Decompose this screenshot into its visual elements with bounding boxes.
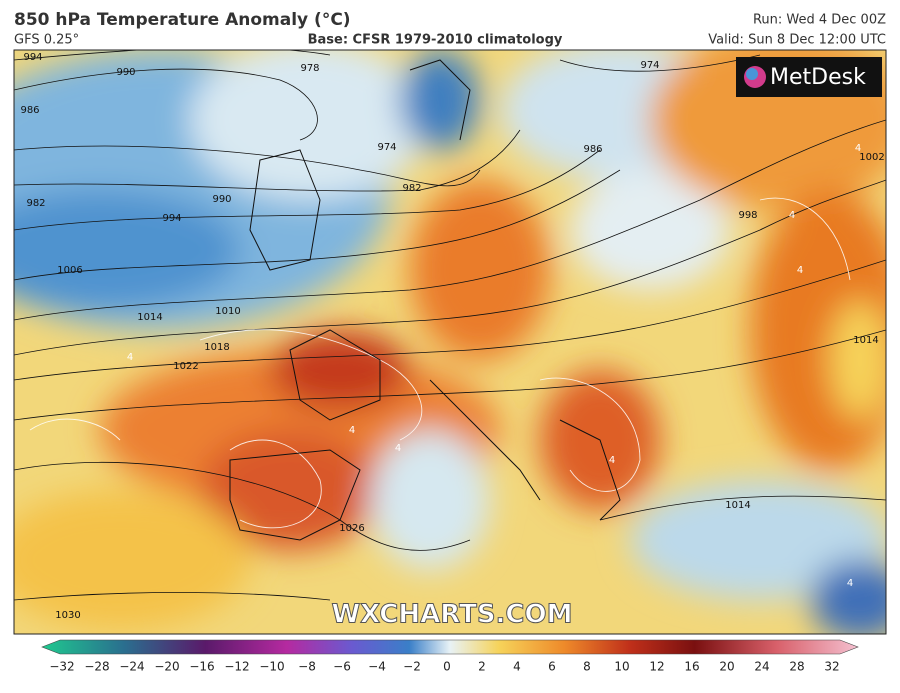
model: GFS 0.25° <box>14 33 79 48</box>
colorbar-tick-label: 4 <box>513 660 521 674</box>
anomaly-label: 4 <box>847 578 853 589</box>
colorbar-tick-label: −10 <box>259 660 284 674</box>
isobar-label: 1014 <box>853 335 878 346</box>
colorbar-tick-label: 10 <box>614 660 629 674</box>
isobar-label: 986 <box>20 105 39 116</box>
anomaly-label: 4 <box>855 143 861 154</box>
isobar-label: 1022 <box>173 361 198 372</box>
colorbar-tick-label: −20 <box>154 660 179 674</box>
logo: MetDesk <box>770 65 866 90</box>
isobar-label: 982 <box>26 198 45 209</box>
watermark: WXCHARTS.COM <box>331 600 572 630</box>
colorbar-tick-label: 12 <box>649 660 664 674</box>
isobar-label: 1014 <box>725 500 750 511</box>
anomaly-label: 4 <box>395 443 401 454</box>
isobar-label: 982 <box>402 183 421 194</box>
anomaly-label: 4 <box>127 352 133 363</box>
isobar-label: 974 <box>377 142 396 153</box>
isobar-label: 998 <box>738 210 757 221</box>
colorbar-tick-label: 28 <box>789 660 804 674</box>
colorbar-tick-label: 2 <box>478 660 486 674</box>
isobar-label: 994 <box>162 213 181 224</box>
colorbar-tick-label: −4 <box>368 660 386 674</box>
anomaly-label: 4 <box>349 425 355 436</box>
title: 850 hPa Temperature Anomaly (°C) <box>14 10 351 30</box>
isobar-label: 994 <box>23 52 42 63</box>
colorbar-tick-label: 16 <box>684 660 699 674</box>
colorbar-tick-label: −6 <box>333 660 351 674</box>
colorbar-tick-label: −8 <box>298 660 316 674</box>
run: Run: Wed 4 Dec 00Z <box>753 13 886 28</box>
colorbar-tick-label: 8 <box>583 660 591 674</box>
anomaly-label: 4 <box>789 210 795 221</box>
colorbar-tick-label: −2 <box>403 660 421 674</box>
isobar-label: 1010 <box>215 306 240 317</box>
isobar-label: 1026 <box>339 523 364 534</box>
isobar-label: 978 <box>300 63 319 74</box>
colorbar-tick-label: 6 <box>548 660 556 674</box>
isobar-label: 1014 <box>137 312 162 323</box>
isobar-label: 990 <box>212 194 231 205</box>
colorbar-tick-label: −12 <box>224 660 249 674</box>
colorbar-tick-label: −28 <box>84 660 109 674</box>
anomaly-label: 4 <box>609 455 615 466</box>
colorbar-tick-label: −16 <box>189 660 214 674</box>
map: MetDesk WXCHARTS.COM 994 990 978 986 974 982 9… <box>14 50 886 634</box>
colorbar-tick-label: 24 <box>754 660 769 674</box>
colorbar-tick-label: −32 <box>49 660 74 674</box>
isobar-label: 974 <box>640 60 659 71</box>
colorbar <box>41 639 859 655</box>
valid: Valid: Sun 8 Dec 12:00 UTC <box>708 33 886 48</box>
anomaly-label: 4 <box>797 265 803 276</box>
isobar-label: 1030 <box>55 610 80 621</box>
isobar-label: 1002 <box>859 152 884 163</box>
isobar-label: 986 <box>583 144 602 155</box>
colorbar-tick-label: 20 <box>719 660 734 674</box>
isobar-label: 990 <box>116 67 135 78</box>
colorbar-tick-label: 32 <box>824 660 839 674</box>
colorbar-tick-label: −24 <box>119 660 144 674</box>
base: Base: CFSR 1979-2010 climatology <box>308 33 563 48</box>
isobar-label: 1018 <box>204 342 229 353</box>
colorbar-tick-label: 0 <box>443 660 451 674</box>
isobar-label: 1006 <box>57 265 82 276</box>
